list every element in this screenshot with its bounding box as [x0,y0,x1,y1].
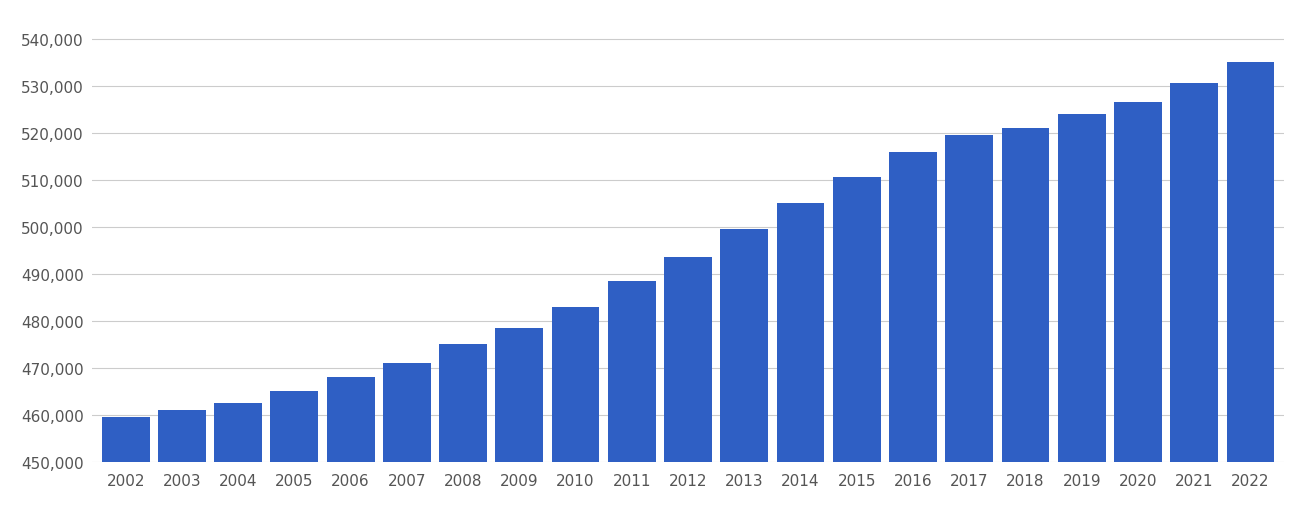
Bar [326,378,375,462]
Bar [945,136,993,462]
Bar [1001,129,1049,462]
Bar [889,152,937,462]
Bar [102,417,150,462]
Bar [270,392,318,462]
Bar [158,410,206,462]
Bar [1058,115,1105,462]
Bar [552,307,599,462]
Bar [214,404,262,462]
Bar [833,178,881,462]
Bar [382,363,431,462]
Bar [608,281,655,462]
Bar [1227,63,1274,462]
Bar [776,204,825,462]
Bar [440,345,487,462]
Bar [1114,103,1161,462]
Bar [1171,84,1218,462]
Bar [664,258,713,462]
Bar [496,328,543,462]
Bar [720,230,769,462]
